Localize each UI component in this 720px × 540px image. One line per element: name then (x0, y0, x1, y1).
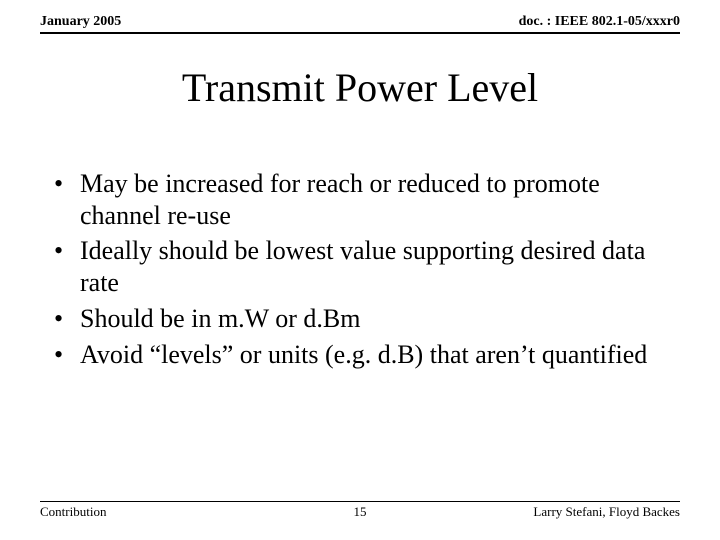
bullet-marker: • (54, 303, 80, 335)
slide-footer: Contribution 15 Larry Stefani, Floyd Bac… (40, 501, 680, 520)
slide-title: Transmit Power Level (0, 64, 720, 111)
bullet-item: • Avoid “levels” or units (e.g. d.B) tha… (54, 339, 680, 371)
bullet-marker: • (54, 168, 80, 231)
bullet-marker: • (54, 339, 80, 371)
bullet-text: Avoid “levels” or units (e.g. d.B) that … (80, 339, 680, 371)
footer-authors: Larry Stefani, Floyd Backes (533, 504, 680, 520)
footer-left: Contribution (40, 504, 106, 520)
slide-header: January 2005 doc. : IEEE 802.1-05/xxxr0 (40, 14, 680, 34)
bullet-text: May be increased for reach or reduced to… (80, 168, 680, 231)
bullet-text: Should be in m.W or d.Bm (80, 303, 680, 335)
bullet-marker: • (54, 235, 80, 298)
header-date: January 2005 (40, 14, 121, 30)
bullet-item: • Should be in m.W or d.Bm (54, 303, 680, 335)
header-docid: doc. : IEEE 802.1-05/xxxr0 (519, 14, 680, 30)
bullet-item: • Ideally should be lowest value support… (54, 235, 680, 298)
bullet-text: Ideally should be lowest value supportin… (80, 235, 680, 298)
bullet-list: • May be increased for reach or reduced … (54, 168, 680, 374)
footer-page-number: 15 (354, 504, 367, 520)
bullet-item: • May be increased for reach or reduced … (54, 168, 680, 231)
